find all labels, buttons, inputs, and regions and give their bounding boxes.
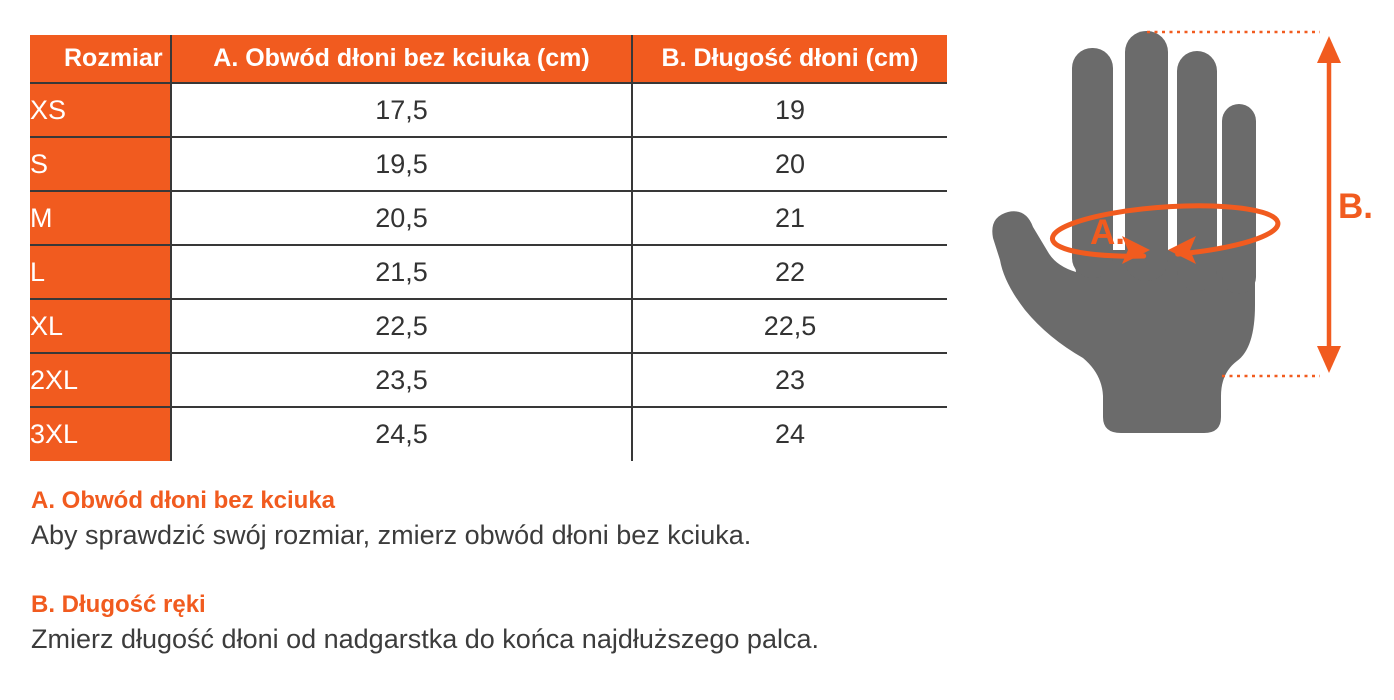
- length-value: 23: [631, 352, 948, 408]
- circumference-value: 21,5: [170, 244, 633, 300]
- table-header-row: Rozmiar A. Obwód dłoni bez kciuka (cm) B…: [29, 34, 948, 84]
- note-a-body: Aby sprawdzić swój rozmiar, zmierz obwód…: [31, 520, 752, 550]
- circumference-value: 20,5: [170, 190, 633, 246]
- circumference-value: 22,5: [170, 298, 633, 354]
- length-value: 24: [631, 406, 948, 462]
- table-row: XS 17,5 19: [29, 82, 948, 138]
- note-a-heading: A. Obwód dłoni bez kciuka: [31, 487, 336, 514]
- measurement-notes: A. Obwód dłoni bez kciuka Aby sprawdzić …: [31, 486, 971, 694]
- note-b-heading: B. Długość ręki: [31, 591, 206, 618]
- arrowhead-down-icon: [1317, 346, 1341, 373]
- length-value: 22: [631, 244, 948, 300]
- header-cell-circumference: A. Obwód dłoni bez kciuka (cm): [170, 34, 633, 84]
- arrowhead-left-icon: [1122, 236, 1150, 264]
- circumference-value: 24,5: [170, 406, 633, 462]
- length-value: 20: [631, 136, 948, 192]
- table-row: 3XL 24,5 24: [29, 406, 948, 462]
- table-row: M 20,5 21: [29, 190, 948, 246]
- circumference-ellipse-a: [1049, 203, 1281, 264]
- circumference-value: 19,5: [170, 136, 633, 192]
- size-label: L: [29, 244, 172, 300]
- size-label: S: [29, 136, 172, 192]
- header-cell-length: B. Długość dłoni (cm): [631, 34, 948, 84]
- arrowhead-right-icon: [1168, 236, 1196, 264]
- table-row: 2XL 23,5 23: [29, 352, 948, 408]
- table-row: XL 22,5 22,5: [29, 298, 948, 354]
- length-arrow-b: [1147, 30, 1341, 378]
- note-b-body: Zmierz długość dłoni od nadgarstka do ko…: [31, 624, 819, 654]
- table-row: L 21,5 22: [29, 244, 948, 300]
- size-label: 3XL: [29, 406, 172, 462]
- circumference-value: 23,5: [170, 352, 633, 408]
- size-label: 2XL: [29, 352, 172, 408]
- circumference-arc: [1049, 203, 1281, 259]
- size-chart-table: Rozmiar A. Obwód dłoni bez kciuka (cm) B…: [29, 34, 948, 462]
- circumference-value: 17,5: [170, 82, 633, 138]
- diagram-label-a: A.: [1090, 213, 1125, 252]
- arrowhead-up-icon: [1317, 36, 1341, 63]
- size-label: XS: [29, 82, 172, 138]
- hand-silhouette: [992, 31, 1256, 433]
- size-label: XL: [29, 298, 172, 354]
- length-value: 22,5: [631, 298, 948, 354]
- size-label: M: [29, 190, 172, 246]
- length-value: 21: [631, 190, 948, 246]
- diagram-label-b: B.: [1338, 187, 1373, 226]
- table-row: S 19,5 20: [29, 136, 948, 192]
- header-cell-size: Rozmiar: [29, 34, 172, 84]
- length-value: 19: [631, 82, 948, 138]
